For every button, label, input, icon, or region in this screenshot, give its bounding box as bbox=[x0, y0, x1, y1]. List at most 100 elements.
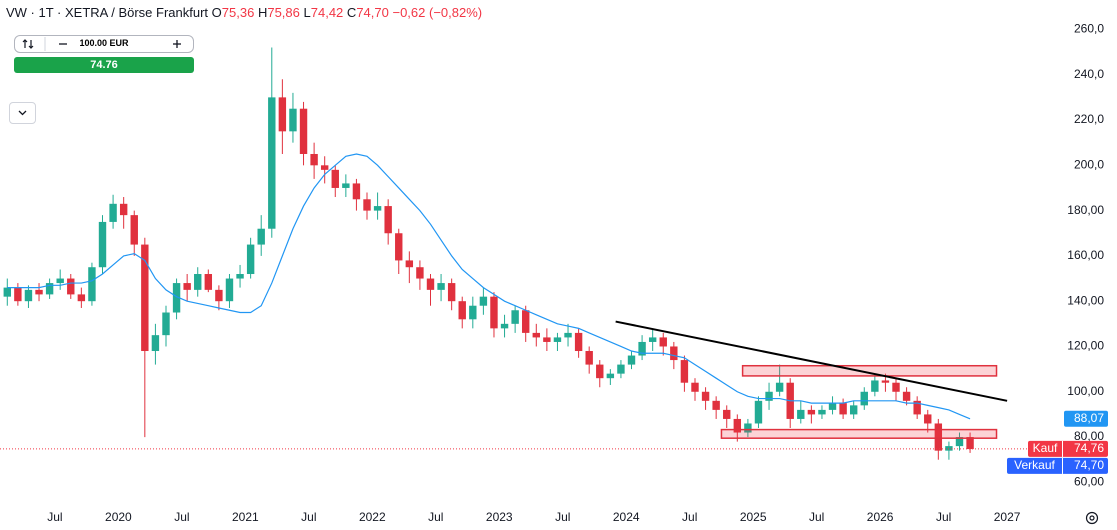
settings-dot bbox=[1089, 515, 1095, 521]
candle-body bbox=[437, 283, 445, 290]
candle-body bbox=[564, 332, 572, 338]
candle-body bbox=[733, 418, 742, 433]
candle-body bbox=[109, 203, 117, 222]
candle-body bbox=[680, 360, 689, 383]
candle-body bbox=[670, 346, 678, 361]
moving-average bbox=[7, 153, 971, 420]
price-badge-name: Verkauf bbox=[1014, 458, 1055, 472]
candle-body bbox=[765, 391, 773, 401]
candle-body bbox=[945, 446, 953, 451]
candle-body bbox=[363, 199, 371, 211]
collapse-button[interactable] bbox=[9, 102, 36, 124]
candle-body bbox=[331, 169, 339, 188]
candle-body bbox=[299, 108, 308, 154]
candle-body bbox=[860, 391, 868, 406]
ohlc-value: 75,36 bbox=[221, 5, 255, 20]
candle-body bbox=[775, 382, 784, 392]
candle-body bbox=[617, 364, 625, 374]
candle-body bbox=[395, 233, 403, 261]
header: VW · 1T · XETRA / Börse Frankfurt O75,36… bbox=[6, 5, 482, 20]
candle-body bbox=[130, 215, 138, 245]
x-tick-label: 2022 bbox=[359, 510, 386, 524]
y-tick-label: 260,0 bbox=[1074, 22, 1104, 36]
candle-body bbox=[744, 423, 752, 433]
ma-badge-label: 88,07 bbox=[1074, 411, 1104, 425]
candle-body bbox=[712, 400, 720, 410]
candle-body bbox=[955, 437, 964, 447]
x-tick-label: 2023 bbox=[486, 510, 513, 524]
candle-body bbox=[426, 278, 435, 290]
ohlc-value: 75,86 bbox=[267, 5, 300, 20]
y-tick-label: 160,00 bbox=[1067, 248, 1104, 262]
candle-body bbox=[479, 296, 488, 306]
x-tick-label: Jul bbox=[809, 510, 824, 524]
candle-body bbox=[373, 206, 382, 211]
price-badge-value: 74,76 bbox=[1074, 441, 1104, 455]
candle-body bbox=[659, 337, 667, 347]
x-tick-label: 2024 bbox=[613, 510, 640, 524]
candle-body bbox=[701, 391, 710, 401]
x-tick-label: 2020 bbox=[105, 510, 132, 524]
trendline bbox=[615, 320, 1008, 402]
amount-control[interactable]: 100.00 EUR bbox=[14, 35, 194, 53]
candle-body bbox=[638, 341, 646, 356]
buy-price[interactable]: 74.76 bbox=[14, 57, 194, 73]
candle-body bbox=[585, 351, 593, 365]
candle-body bbox=[596, 364, 604, 379]
candle-body bbox=[881, 380, 890, 383]
candle-body bbox=[966, 437, 974, 450]
candle-body bbox=[458, 301, 466, 320]
chevron bbox=[18, 110, 27, 116]
candle-body bbox=[172, 283, 181, 313]
candle-body bbox=[24, 289, 33, 302]
candle-body bbox=[215, 289, 223, 302]
candle-body bbox=[141, 244, 149, 352]
price-badge-sep bbox=[1062, 457, 1063, 474]
candle-body bbox=[606, 373, 615, 379]
price-badge bbox=[1007, 457, 1108, 474]
y-tick-label: 80,00 bbox=[1074, 429, 1104, 443]
candle-body bbox=[797, 409, 805, 419]
ohlc-value: 74,70 bbox=[356, 5, 389, 20]
candle-body bbox=[257, 228, 265, 245]
candle-body bbox=[320, 165, 329, 170]
candle-body bbox=[532, 332, 540, 338]
x-tick-label: 2025 bbox=[740, 510, 767, 524]
y-tick-label: 120,00 bbox=[1067, 339, 1104, 353]
y-tick-label: 240,0 bbox=[1074, 67, 1104, 81]
y-tick-label: 180,00 bbox=[1067, 203, 1104, 217]
y-tick-label: 220,0 bbox=[1074, 112, 1104, 126]
candle-body bbox=[77, 294, 86, 302]
candle-body bbox=[469, 305, 477, 320]
price-badge bbox=[1028, 440, 1108, 457]
candle-body bbox=[204, 274, 213, 290]
candle-body bbox=[56, 278, 64, 284]
candle-body bbox=[98, 221, 107, 268]
x-tick-label: 2021 bbox=[232, 510, 259, 524]
candle-body bbox=[225, 278, 234, 302]
candle-body bbox=[522, 310, 530, 333]
x-tick-label: Jul bbox=[428, 510, 443, 524]
candle-body bbox=[723, 409, 731, 419]
candle-body bbox=[924, 414, 932, 424]
settings-ring bbox=[1085, 511, 1099, 525]
candle-body bbox=[14, 287, 22, 302]
y-tick-label: 100,00 bbox=[1067, 384, 1104, 398]
settings-icon bbox=[1085, 511, 1099, 525]
candle-body bbox=[352, 183, 361, 200]
y-tick-label: 140,00 bbox=[1067, 293, 1104, 307]
candle-body bbox=[828, 403, 837, 410]
candle-body bbox=[934, 423, 943, 451]
candle-body bbox=[405, 260, 414, 268]
candle-body bbox=[88, 267, 96, 302]
candle-body bbox=[67, 278, 75, 295]
zone bbox=[720, 428, 998, 439]
candle-body bbox=[574, 332, 583, 352]
candle-body bbox=[871, 380, 879, 392]
symbol: VW · 1T · XETRA / Börse Frankfurt bbox=[6, 5, 209, 20]
candle-body bbox=[35, 289, 43, 295]
x-tick-label: 2027 bbox=[994, 510, 1021, 524]
candle-body bbox=[839, 403, 847, 415]
